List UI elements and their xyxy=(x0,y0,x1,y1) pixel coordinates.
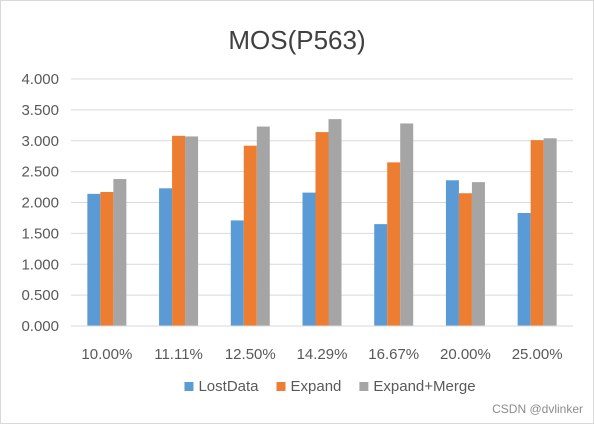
x-tick-label: 16.67% xyxy=(368,346,419,363)
legend-swatch xyxy=(184,382,194,391)
y-tick-label: 2.500 xyxy=(21,164,59,181)
bar-expand-2 xyxy=(243,145,257,326)
bar-expand-3 xyxy=(315,132,329,326)
bar-expand-5 xyxy=(458,193,472,326)
x-tick-label: 11.11% xyxy=(154,346,203,363)
bar-lostdata-6 xyxy=(517,212,531,326)
x-axis-ticks: 10.00% 11.11% 12.50% 14.29% 16.67% 20.00% 25.0… xyxy=(81,346,562,363)
bar-lostdata-5 xyxy=(445,180,459,326)
legend-label: LostData xyxy=(198,378,259,395)
y-tick-label: 2.000 xyxy=(21,195,59,212)
bar-lostdata-2 xyxy=(230,220,244,326)
bar-expand-merge-0 xyxy=(113,179,127,326)
bar-expand-1 xyxy=(172,135,186,326)
bar-expand-merge-6 xyxy=(543,138,557,326)
y-tick-label: 3.000 xyxy=(21,133,59,150)
bar-expand-merge-1 xyxy=(185,136,199,326)
bar-lostdata-4 xyxy=(374,224,388,326)
y-tick-label: 0.000 xyxy=(21,318,59,335)
y-tick-label: 0.500 xyxy=(21,287,59,304)
legend-label: Expand xyxy=(291,378,342,395)
bar-expand-6 xyxy=(530,140,544,326)
legend-item: Expand+Merge xyxy=(359,378,476,395)
y-tick-label: 3.500 xyxy=(21,102,59,119)
bar-expand-merge-5 xyxy=(471,182,485,326)
watermark-text: CSDN @dvlinker xyxy=(492,402,583,416)
bar-lostdata-3 xyxy=(302,192,316,326)
bar-expand-4 xyxy=(387,162,401,326)
bar-lostdata-1 xyxy=(159,188,173,326)
bar-expand-0 xyxy=(100,192,114,326)
legend-swatch xyxy=(276,382,286,391)
y-tick-label: 1.000 xyxy=(21,256,59,273)
legend-item: Expand xyxy=(276,378,342,395)
bar-expand-merge-3 xyxy=(328,119,342,326)
legend-item: LostData xyxy=(184,378,259,395)
x-tick-label: 12.50% xyxy=(225,346,276,363)
legend: LostData Expand Expand+Merge xyxy=(184,378,476,395)
bar-expand-merge-2 xyxy=(256,126,270,326)
x-tick-label: 14.29% xyxy=(297,346,348,363)
y-tick-label: 1.500 xyxy=(21,225,59,242)
x-tick-label: 20.00% xyxy=(440,346,491,363)
x-tick-label: 10.00% xyxy=(81,346,132,363)
bar-lostdata-0 xyxy=(87,193,101,326)
bar-expand-merge-4 xyxy=(400,123,414,327)
legend-label: Expand+Merge xyxy=(373,378,475,395)
bars xyxy=(87,119,557,327)
y-axis-ticks: 0.000 0.500 1.000 1.500 2.000 2.500 3.000 3.500… xyxy=(21,71,59,335)
x-tick-label: 25.00% xyxy=(512,346,563,363)
legend-swatch xyxy=(359,382,369,391)
chart-title: MOS(P563) xyxy=(228,25,365,55)
y-tick-label: 4.000 xyxy=(21,71,59,88)
